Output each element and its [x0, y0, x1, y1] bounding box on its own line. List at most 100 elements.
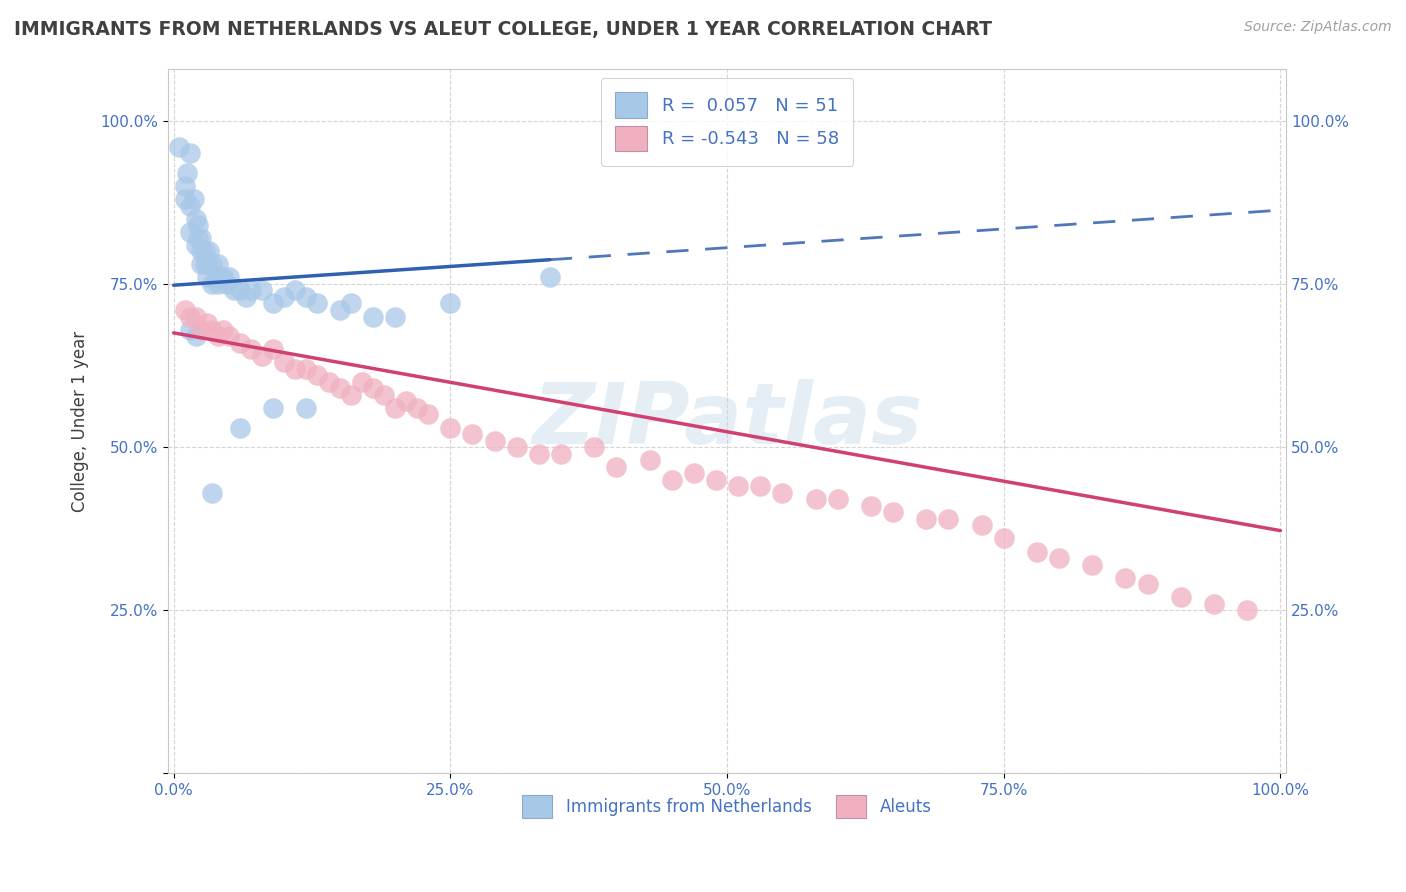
Point — [295, 290, 318, 304]
Point — [173, 303, 195, 318]
Point — [229, 284, 252, 298]
Point — [384, 401, 406, 415]
Point — [993, 532, 1015, 546]
Point — [1025, 544, 1047, 558]
Point — [538, 270, 561, 285]
Point — [190, 323, 212, 337]
Text: Source: ZipAtlas.com: Source: ZipAtlas.com — [1244, 20, 1392, 34]
Text: ZIPatlas: ZIPatlas — [531, 379, 922, 462]
Point — [235, 290, 257, 304]
Point — [329, 381, 352, 395]
Point — [262, 342, 284, 356]
Point — [329, 303, 352, 318]
Point — [179, 225, 201, 239]
Point — [198, 244, 221, 259]
Point — [770, 485, 793, 500]
Point — [218, 270, 240, 285]
Point — [273, 355, 295, 369]
Point — [1047, 551, 1070, 566]
Point — [938, 512, 960, 526]
Point — [439, 296, 461, 310]
Point — [201, 257, 224, 271]
Point — [240, 284, 263, 298]
Point — [183, 192, 205, 206]
Point — [184, 237, 207, 252]
Point — [176, 166, 198, 180]
Point — [179, 310, 201, 324]
Point — [224, 284, 246, 298]
Point — [350, 375, 373, 389]
Point — [184, 211, 207, 226]
Point — [682, 466, 704, 480]
Point — [418, 408, 440, 422]
Point — [201, 323, 224, 337]
Point — [190, 244, 212, 259]
Point — [583, 440, 606, 454]
Point — [915, 512, 938, 526]
Point — [207, 257, 229, 271]
Point — [184, 329, 207, 343]
Point — [218, 329, 240, 343]
Point — [173, 192, 195, 206]
Point — [339, 296, 361, 310]
Point — [194, 257, 217, 271]
Point — [882, 505, 904, 519]
Point — [406, 401, 429, 415]
Point — [190, 231, 212, 245]
Point — [173, 179, 195, 194]
Point — [240, 342, 263, 356]
Point — [859, 499, 882, 513]
Point — [201, 277, 224, 291]
Point — [749, 479, 772, 493]
Point — [484, 434, 506, 448]
Point — [262, 401, 284, 415]
Point — [1136, 577, 1159, 591]
Point — [970, 518, 993, 533]
Point — [215, 277, 238, 291]
Point — [506, 440, 529, 454]
Legend: Immigrants from Netherlands, Aleuts: Immigrants from Netherlands, Aleuts — [516, 789, 938, 825]
Point — [167, 140, 190, 154]
Point — [187, 231, 209, 245]
Point — [605, 459, 627, 474]
Point — [284, 361, 307, 376]
Point — [195, 316, 218, 330]
Point — [307, 368, 329, 383]
Point — [1170, 591, 1192, 605]
Point — [361, 381, 384, 395]
Point — [704, 473, 727, 487]
Point — [187, 218, 209, 232]
Point — [190, 257, 212, 271]
Point — [318, 375, 340, 389]
Point — [527, 447, 550, 461]
Point — [195, 257, 218, 271]
Point — [179, 146, 201, 161]
Point — [638, 453, 661, 467]
Y-axis label: College, Under 1 year: College, Under 1 year — [72, 330, 89, 511]
Point — [295, 361, 318, 376]
Point — [373, 388, 395, 402]
Point — [307, 296, 329, 310]
Point — [229, 335, 252, 350]
Point — [212, 270, 235, 285]
Point — [179, 198, 201, 212]
Point — [250, 284, 273, 298]
Point — [262, 296, 284, 310]
Point — [184, 310, 207, 324]
Point — [195, 270, 218, 285]
Point — [179, 323, 201, 337]
Point — [204, 270, 226, 285]
Point — [827, 492, 849, 507]
Point — [395, 394, 418, 409]
Point — [339, 388, 361, 402]
Point — [201, 485, 224, 500]
Point — [804, 492, 827, 507]
Point — [661, 473, 683, 487]
Point — [1236, 603, 1258, 617]
Point — [207, 329, 229, 343]
Point — [550, 447, 572, 461]
Text: IMMIGRANTS FROM NETHERLANDS VS ALEUT COLLEGE, UNDER 1 YEAR CORRELATION CHART: IMMIGRANTS FROM NETHERLANDS VS ALEUT COL… — [14, 20, 993, 38]
Point — [212, 323, 235, 337]
Point — [273, 290, 295, 304]
Point — [207, 277, 229, 291]
